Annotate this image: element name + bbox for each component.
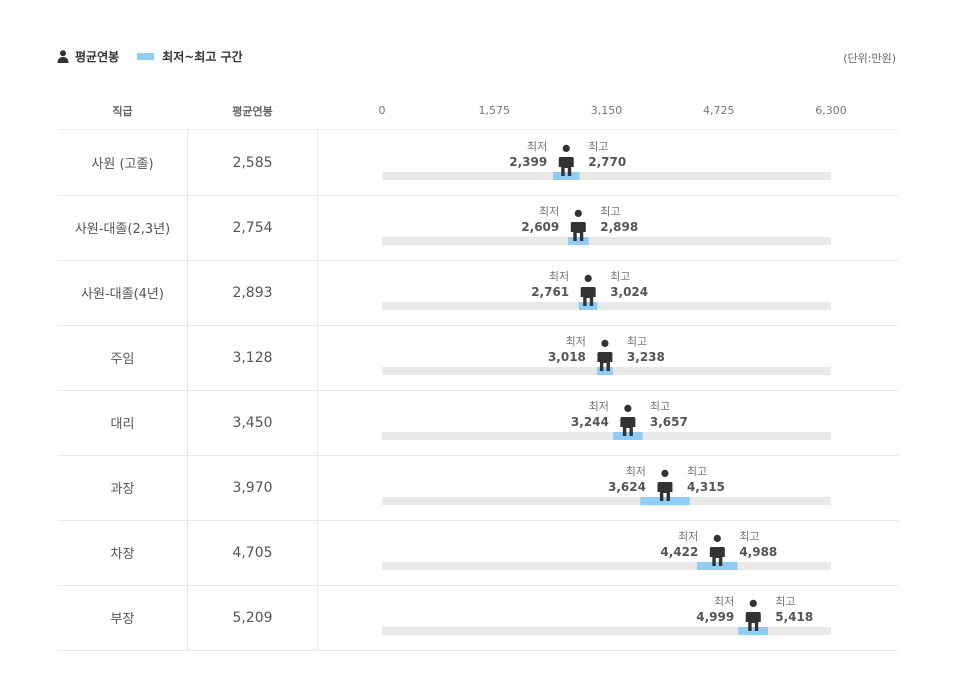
rank-title: 사원 (고졸) <box>58 130 188 195</box>
rank-title: 과장 <box>58 455 188 520</box>
min-value-label: 3,624 <box>608 480 646 494</box>
table-row: 대리 3,450 <box>58 390 898 456</box>
legend-avg: 평균연봉 <box>57 48 119 65</box>
table-row: 사원 (고졸) 2,585 <box>58 130 898 196</box>
min-max-range-bar <box>578 302 598 310</box>
max-label: 최고 <box>775 595 795 608</box>
min-value-label: 2,761 <box>531 285 569 299</box>
header-avg: 평균연봉 <box>232 105 273 118</box>
min-max-range-bar <box>640 497 690 505</box>
max-value-label: 4,988 <box>739 545 777 559</box>
legend-range-label: 최저~최고 구간 <box>162 50 243 64</box>
max-label: 최고 <box>600 205 620 218</box>
min-max-range-bar <box>613 432 643 440</box>
range-track <box>382 497 831 505</box>
average-person-marker-icon <box>657 469 673 501</box>
rank-title: 사원-대졸(4년) <box>58 260 188 325</box>
average-salary: 3,128 <box>188 325 318 390</box>
min-value-label: 4,999 <box>696 610 734 624</box>
rank-title: 부장 <box>58 585 188 650</box>
x-tick-label: 0 <box>378 104 386 117</box>
range-swatch-icon <box>137 53 155 60</box>
average-person-marker-icon <box>709 534 725 566</box>
average-salary: 3,450 <box>188 390 318 455</box>
min-label: 최저 <box>626 465 646 478</box>
average-salary: 5,209 <box>188 585 318 650</box>
average-person-marker-icon <box>580 274 596 306</box>
table-row: 주임 3,128 <box>58 325 898 391</box>
max-label: 최고 <box>739 530 759 543</box>
max-label: 최고 <box>687 465 707 478</box>
table-top-divider <box>58 129 898 130</box>
max-label: 최고 <box>610 270 630 283</box>
table-row: 과장 3,970 <box>58 455 898 521</box>
unit-label: (단위:만원) <box>843 52 896 65</box>
table-row: 차장 4,705 <box>58 520 898 586</box>
average-person-marker-icon <box>558 144 574 176</box>
min-value-label: 3,018 <box>548 350 586 364</box>
range-track <box>382 432 831 440</box>
min-max-range-bar <box>552 172 580 180</box>
range-track <box>382 562 831 570</box>
average-person-marker-icon <box>620 404 636 436</box>
max-value-label: 3,657 <box>650 415 688 429</box>
max-label: 최고 <box>650 400 670 413</box>
min-max-range-bar <box>567 237 589 245</box>
legend-avg-label: 평균연봉 <box>75 50 120 64</box>
average-person-marker-icon <box>745 599 761 631</box>
average-salary: 4,705 <box>188 520 318 585</box>
min-value-label: 2,609 <box>521 220 559 234</box>
range-track <box>382 302 831 310</box>
x-tick-label: 6,300 <box>815 104 847 117</box>
max-value-label: 2,898 <box>600 220 638 234</box>
min-label: 최저 <box>539 205 559 218</box>
min-label: 최저 <box>527 140 547 153</box>
max-value-label: 3,024 <box>610 285 648 299</box>
x-tick-label: 4,725 <box>703 104 735 117</box>
average-salary: 2,754 <box>188 195 318 260</box>
max-label: 최고 <box>627 335 647 348</box>
min-label: 최저 <box>589 400 609 413</box>
range-track <box>382 172 831 180</box>
range-track <box>382 237 831 245</box>
average-person-marker-icon <box>597 339 613 371</box>
average-person-marker-icon <box>570 209 586 241</box>
legend-range: 최저~최고 구간 <box>137 48 243 65</box>
min-value-label: 2,399 <box>509 155 547 169</box>
max-value-label: 3,238 <box>627 350 665 364</box>
min-label: 최저 <box>714 595 734 608</box>
min-max-range-bar <box>597 367 613 375</box>
min-label: 최저 <box>549 270 569 283</box>
table-row: 사원-대졸(4년) 2,893 <box>58 260 898 326</box>
average-salary: 2,585 <box>188 130 318 195</box>
rank-title: 사원-대졸(2,3년) <box>58 195 188 260</box>
max-value-label: 5,418 <box>775 610 813 624</box>
min-max-range-bar <box>738 627 769 635</box>
average-salary: 3,970 <box>188 455 318 520</box>
rank-title: 대리 <box>58 390 188 455</box>
min-label: 최저 <box>678 530 698 543</box>
min-value-label: 4,422 <box>660 545 698 559</box>
x-tick-label: 3,150 <box>590 104 623 117</box>
rank-title: 주임 <box>58 325 188 390</box>
min-label: 최저 <box>566 335 586 348</box>
min-value-label: 3,244 <box>571 415 609 429</box>
legend: 평균연봉 최저~최고 구간 <box>57 48 261 65</box>
header-title: 직급 <box>112 105 133 118</box>
table-row: 부장 5,209 <box>58 585 898 651</box>
rank-title: 차장 <box>58 520 188 585</box>
person-icon <box>57 50 69 63</box>
x-tick-label: 1,575 <box>478 104 511 117</box>
range-track <box>382 627 831 635</box>
average-salary: 2,893 <box>188 260 318 325</box>
max-label: 최고 <box>588 140 608 153</box>
max-value-label: 2,770 <box>588 155 626 169</box>
table-row: 사원-대졸(2,3년) 2,754 <box>58 195 898 261</box>
min-max-range-bar <box>697 562 738 570</box>
max-value-label: 4,315 <box>687 480 725 494</box>
